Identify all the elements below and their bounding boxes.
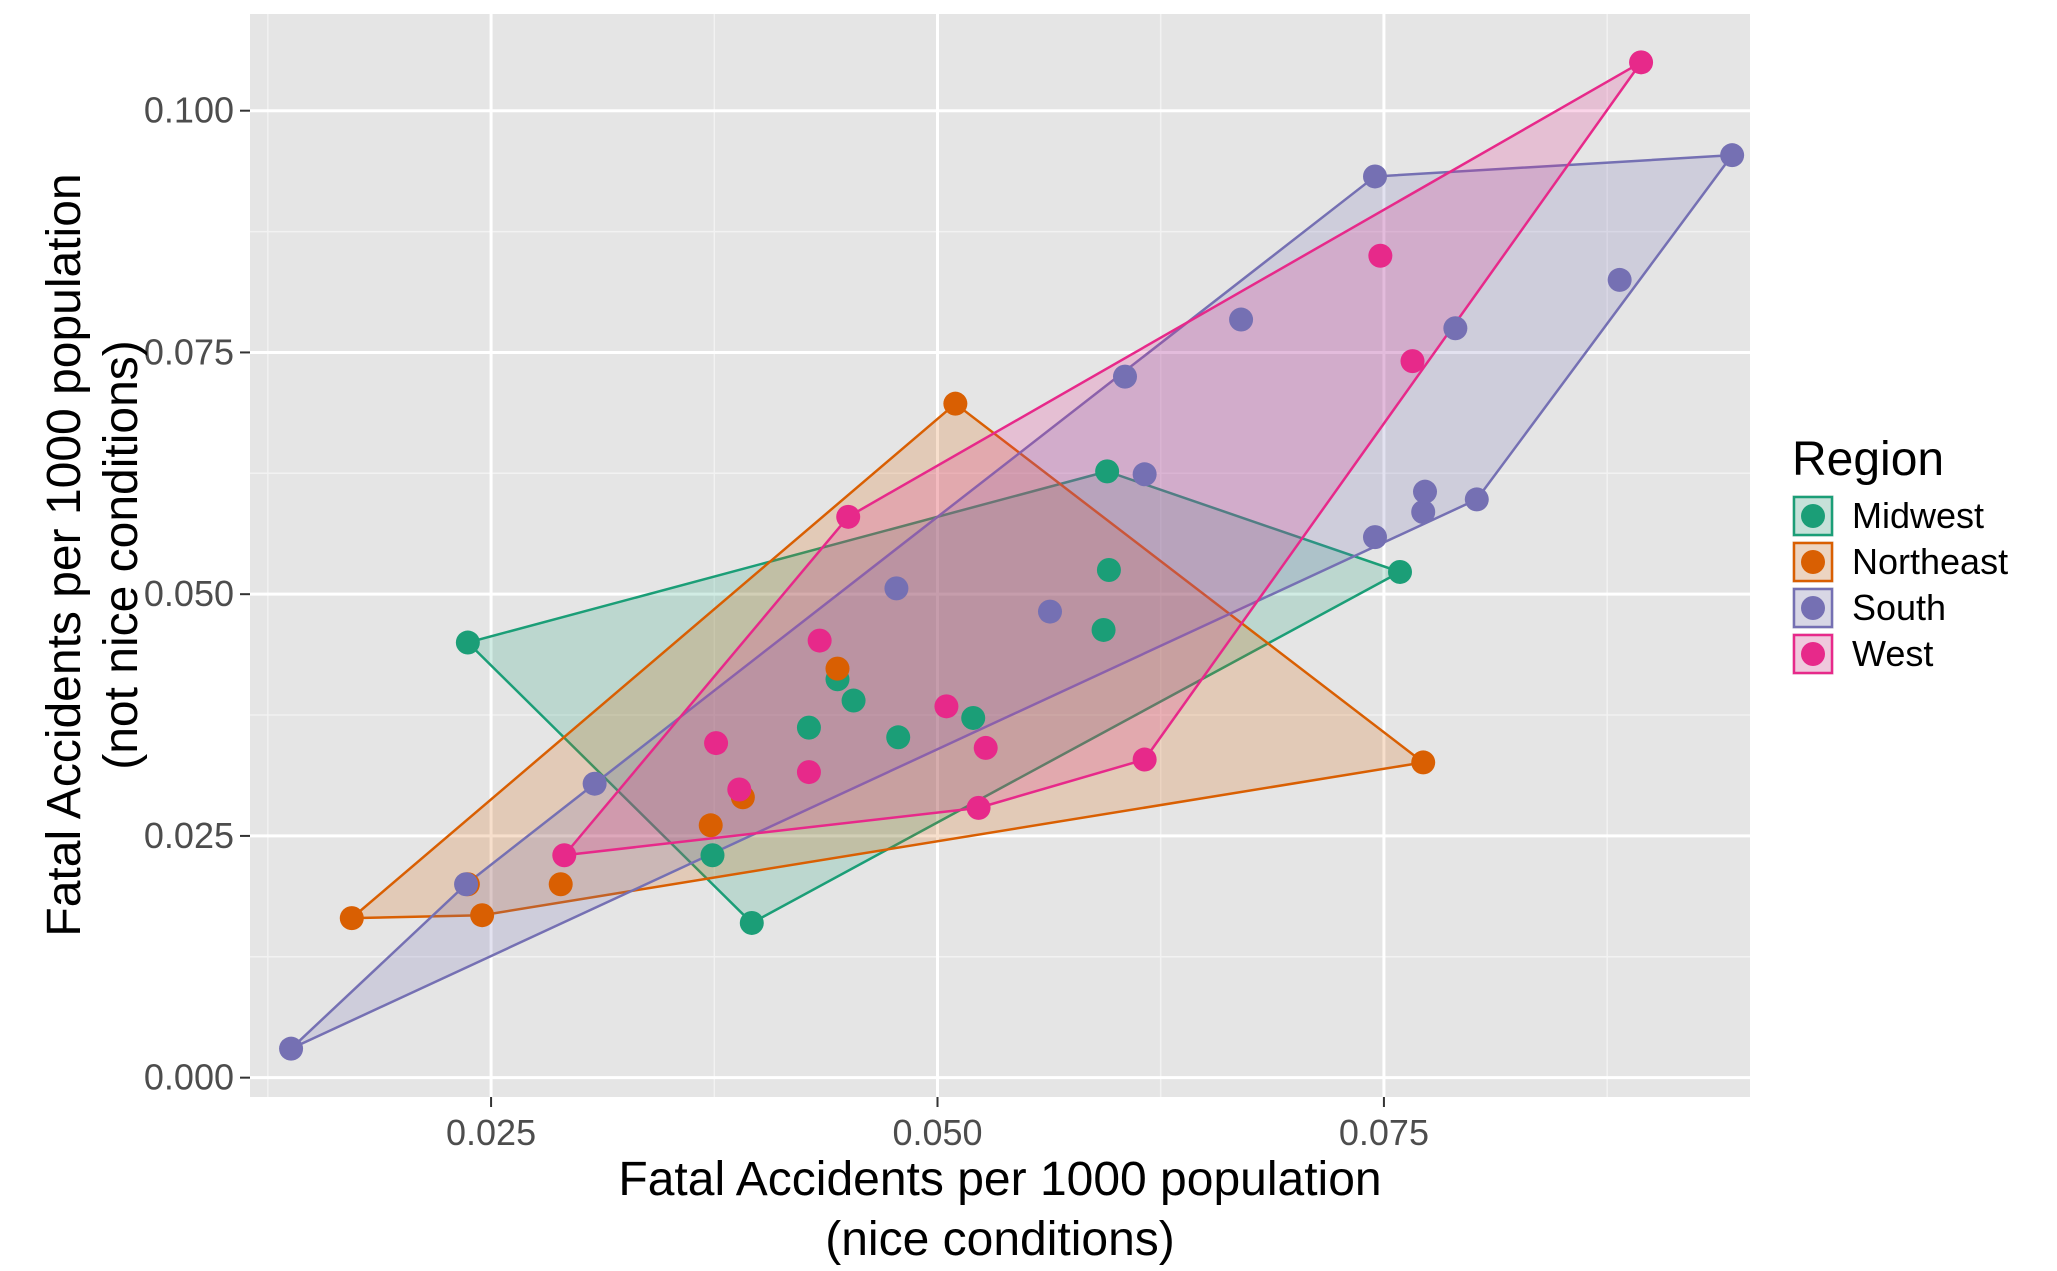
point-west: [1400, 349, 1425, 374]
point-west: [1629, 50, 1654, 75]
point-south: [582, 771, 607, 796]
point-south: [1132, 462, 1157, 487]
point-west: [836, 504, 861, 529]
point-south: [1443, 316, 1468, 341]
legend-item-northeast: Northeast: [1792, 541, 2008, 583]
y-tick-label: 0.100: [144, 90, 234, 131]
legend-dot-west: [1801, 642, 1825, 666]
legend-dot-south: [1801, 596, 1825, 620]
point-south: [1229, 307, 1254, 332]
legend-dot-midwest: [1801, 504, 1825, 528]
point-midwest: [700, 843, 725, 868]
point-northeast: [548, 872, 573, 897]
point-west: [973, 735, 998, 760]
point-west: [552, 843, 577, 868]
point-west: [807, 628, 832, 653]
point-south: [1363, 164, 1387, 189]
legend-item-west: West: [1792, 633, 1933, 675]
y-tick-label: 0.075: [144, 331, 234, 372]
y-axis-title-line2: (not nice conditions): [95, 340, 148, 770]
legend-label-northeast: Northeast: [1852, 541, 2008, 582]
x-axis-ticks: 0.025 0.050 0.075: [446, 1097, 1429, 1153]
point-midwest: [739, 910, 764, 935]
point-west: [727, 777, 752, 802]
point-south: [454, 872, 479, 897]
point-west: [1132, 747, 1157, 772]
x-tick-label: 0.075: [1339, 1112, 1429, 1153]
point-south: [1411, 499, 1436, 524]
point-northeast: [470, 903, 495, 928]
point-midwest: [841, 688, 866, 713]
point-midwest: [455, 630, 480, 655]
y-axis-ticks: 0.000 0.025 0.050 0.075 0.100: [144, 90, 250, 1098]
major-gridlines: [250, 14, 1750, 1097]
point-midwest: [1095, 459, 1120, 484]
point-south: [884, 576, 909, 601]
legend-label-midwest: Midwest: [1852, 495, 1984, 536]
x-axis-title-line2: (nice conditions): [825, 1213, 1175, 1266]
y-axis-title-line1: Fatal Accidents per 1000 population: [38, 173, 91, 936]
point-west: [1368, 243, 1393, 268]
point-south: [1363, 525, 1387, 550]
point-south: [1113, 364, 1137, 389]
panel-background: [250, 14, 1750, 1097]
legend-item-midwest: Midwest: [1792, 495, 1984, 537]
y-tick-label: 0.050: [144, 573, 234, 614]
point-west: [796, 760, 821, 785]
minor-gridlines: [250, 14, 1750, 1097]
point-midwest: [1091, 617, 1116, 642]
y-tick-label: 0.000: [144, 1057, 234, 1098]
legend-title: Region: [1792, 433, 1944, 486]
point-west: [966, 795, 991, 820]
data-points: [279, 50, 1745, 1061]
point-south: [279, 1036, 304, 1061]
legend-label-south: South: [1852, 587, 1946, 628]
point-northeast: [339, 906, 364, 931]
point-midwest: [886, 725, 911, 750]
point-northeast: [1411, 750, 1436, 775]
legend-item-south: South: [1792, 587, 1946, 629]
point-west: [934, 694, 959, 719]
point-midwest: [796, 715, 821, 740]
point-south: [1607, 267, 1632, 292]
legend-label-west: West: [1852, 633, 1933, 674]
x-tick-label: 0.050: [892, 1112, 982, 1153]
x-axis-title-line1: Fatal Accidents per 1000 population: [618, 1153, 1381, 1206]
point-south: [1038, 599, 1062, 624]
legend: Midwest Northeast South West: [1792, 495, 2008, 675]
legend-dot-northeast: [1801, 550, 1825, 574]
point-northeast: [825, 656, 850, 681]
point-south: [1720, 143, 1745, 168]
point-midwest: [961, 705, 986, 730]
y-tick-label: 0.025: [144, 815, 234, 856]
point-south: [1464, 487, 1489, 512]
point-midwest: [1096, 558, 1121, 583]
point-midwest: [1388, 559, 1412, 584]
point-northeast: [698, 813, 723, 838]
point-northeast: [943, 391, 968, 416]
point-south: [1413, 479, 1437, 504]
point-west: [704, 731, 729, 756]
x-tick-label: 0.025: [446, 1112, 536, 1153]
